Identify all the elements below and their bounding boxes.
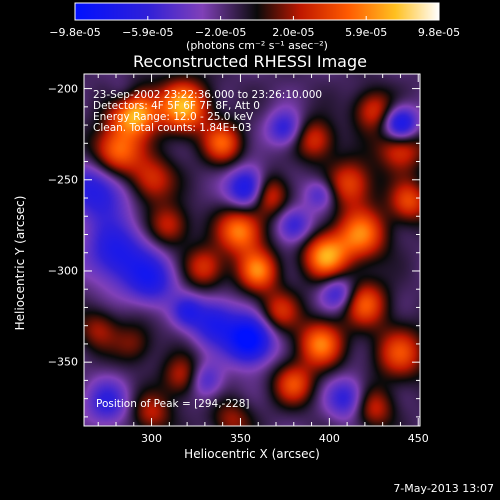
energy-range-annotation: Energy Range: 12.0 - 25.0 keV <box>93 111 254 123</box>
colorbar-tick-label: −5.9e-05 <box>122 26 174 39</box>
colorbar-tick-label: 2.0e-05 <box>272 26 315 39</box>
x-axis-label: Heliocentric X (arcsec) <box>184 447 320 461</box>
colorbar <box>74 2 440 21</box>
x-tick-labels: 300 350 400 450 <box>0 432 500 446</box>
heatmap-image <box>84 74 420 426</box>
y-tick-label: −250 <box>47 173 78 187</box>
colorbar-tick-label: 5.9e-05 <box>345 26 388 39</box>
footer-timestamp: 7-May-2013 13:07 <box>393 482 494 495</box>
y-tick-label: −350 <box>47 355 78 369</box>
y-tick-labels: −200 −250 −300 −350 <box>0 0 80 500</box>
colorbar-tick-label: −9.8e-05 <box>49 26 101 39</box>
colorbar-tick-label: 9.8e-05 <box>417 26 461 39</box>
y-tick-label: −200 <box>47 82 78 96</box>
y-tick-label: −300 <box>47 264 78 278</box>
chart-title: Reconstructed RHESSI Image <box>133 52 367 71</box>
x-tick-label: 300 <box>141 432 163 445</box>
colorbar-tick-label: −2.0e-05 <box>194 26 247 39</box>
x-tick-label: 350 <box>229 432 251 445</box>
colorbar-tick-labels: −9.8e-05 −5.9e-05 −2.0e-05 2.0e-05 5.9e-… <box>49 26 460 40</box>
time-range-annotation: 23-Sep-2002 23:22:36.000 to 23:26:10.000 <box>93 89 323 101</box>
colorbar-gradient <box>74 2 440 21</box>
colorbar-units-label: (photons cm⁻² s⁻¹ asec⁻²) <box>186 39 328 52</box>
x-tick-label: 450 <box>407 432 429 445</box>
total-counts-annotation: Clean. Total counts: 1.84E+03 <box>93 122 252 134</box>
peak-position-annotation: Position of Peak = [294,-228] <box>96 398 250 410</box>
colorbar-tickmarks <box>74 16 440 20</box>
detectors-annotation: Detectors: 4F 5F 6F 7F 8F, Att 0 <box>93 100 260 112</box>
plot-frame <box>83 73 421 427</box>
y-axis-label: Heliocentric Y (arcsec) <box>13 195 27 331</box>
x-tick-label: 400 <box>318 432 340 445</box>
